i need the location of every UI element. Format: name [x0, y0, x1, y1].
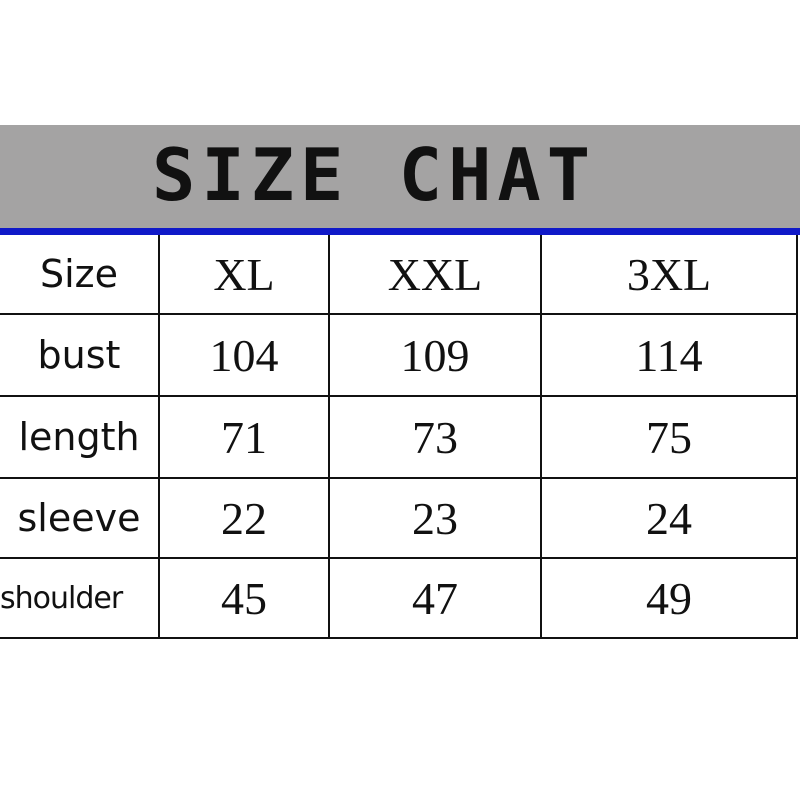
table-row: length 71 73 75 — [0, 395, 798, 479]
size-header: XXL — [328, 235, 542, 315]
title-banner — [0, 125, 800, 229]
cell: 73 — [328, 395, 542, 479]
divider-line — [0, 228, 800, 235]
row-label: sleeve — [0, 477, 160, 559]
size-header: XL — [158, 235, 330, 315]
header-label: Size — [0, 235, 160, 315]
cell: 75 — [540, 395, 798, 479]
chart-title: SIZE CHAT — [152, 133, 597, 217]
cell: 49 — [540, 557, 798, 639]
cell: 114 — [540, 313, 798, 397]
table-header-row: Size XL XXL 3XL — [0, 235, 798, 315]
cell: 109 — [328, 313, 542, 397]
cell: 47 — [328, 557, 542, 639]
row-label: bust — [0, 313, 160, 397]
cell: 71 — [158, 395, 330, 479]
table-row: bust 104 109 114 — [0, 313, 798, 397]
cell: 24 — [540, 477, 798, 559]
table-row: shoulder 45 47 49 — [0, 557, 798, 639]
table-row: sleeve 22 23 24 — [0, 477, 798, 559]
cell: 23 — [328, 477, 542, 559]
size-header: 3XL — [540, 235, 798, 315]
cell: 104 — [158, 313, 330, 397]
row-label: length — [0, 395, 160, 479]
size-table: Size XL XXL 3XL bust 104 109 114 length … — [0, 235, 798, 639]
cell: 22 — [158, 477, 330, 559]
cell: 45 — [158, 557, 330, 639]
row-label: shoulder — [0, 557, 160, 639]
